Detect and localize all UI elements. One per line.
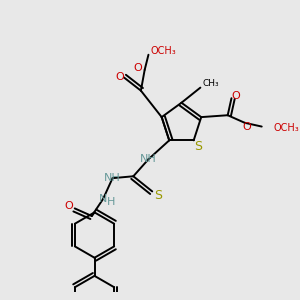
Text: H: H bbox=[106, 197, 115, 207]
Text: S: S bbox=[194, 140, 202, 152]
Text: OCH₃: OCH₃ bbox=[273, 124, 299, 134]
Text: CH₃: CH₃ bbox=[202, 79, 219, 88]
Text: O: O bbox=[242, 122, 251, 132]
Text: O: O bbox=[232, 91, 241, 101]
Text: OCH₃: OCH₃ bbox=[150, 46, 176, 56]
Text: O: O bbox=[65, 201, 74, 211]
Text: NH: NH bbox=[140, 154, 157, 164]
Text: O: O bbox=[133, 63, 142, 73]
Text: NH: NH bbox=[104, 173, 121, 183]
Text: S: S bbox=[154, 189, 162, 202]
Text: O: O bbox=[116, 72, 124, 82]
Text: N: N bbox=[99, 194, 107, 204]
